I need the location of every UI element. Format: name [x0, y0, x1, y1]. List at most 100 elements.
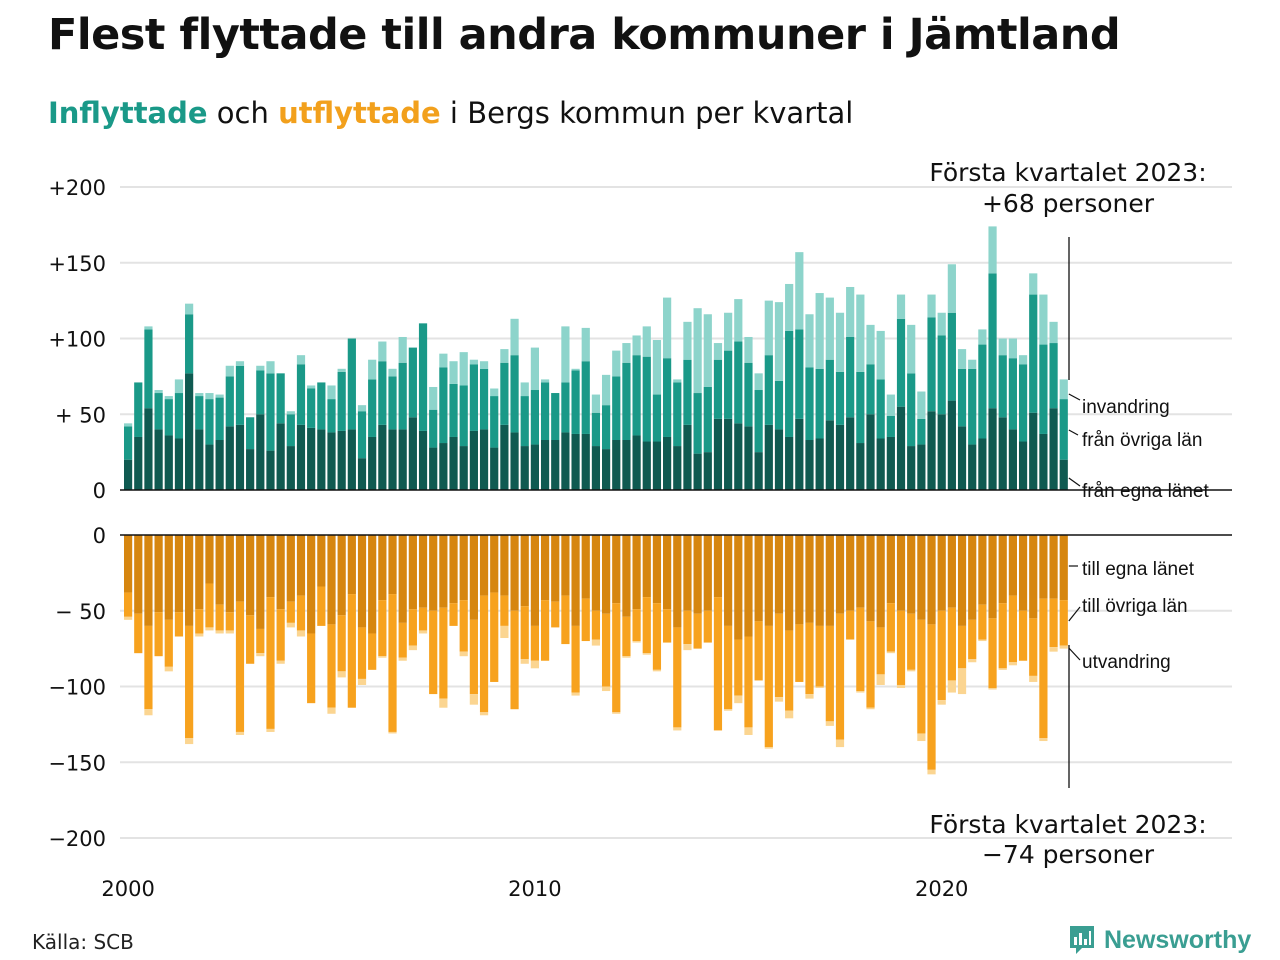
- bar-out-other: [896, 610, 906, 685]
- bar-in-other: [866, 364, 875, 415]
- bar-in-own: [307, 427, 316, 490]
- bar-in-other: [429, 409, 438, 448]
- bar-in-immigration: [663, 297, 672, 359]
- bar-in-own: [754, 452, 763, 490]
- bar-out-own: [164, 535, 173, 620]
- bar-out-own: [896, 535, 906, 611]
- bar-out-emigration: [164, 666, 173, 672]
- bar-in-other: [988, 273, 997, 409]
- bar-in-other: [795, 329, 804, 419]
- bar-in-immigration: [540, 379, 550, 383]
- bar-in-immigration: [164, 396, 173, 400]
- bar-in-own: [927, 411, 936, 490]
- bottom-annotation: Första kvartalet 2023: −74 personer: [929, 810, 1206, 869]
- bar-in-own: [571, 433, 580, 490]
- bar-in-immigration: [500, 349, 509, 363]
- bar-out-other: [164, 619, 173, 667]
- bar-in-other: [998, 355, 1007, 418]
- bar-out-emigration: [683, 644, 692, 651]
- bar-in-other: [479, 368, 489, 430]
- bar-out-own: [490, 535, 499, 593]
- bar-out-own: [907, 535, 916, 614]
- bar-out-other: [642, 597, 651, 654]
- bar-in-other: [937, 335, 946, 415]
- label-till-ovriga-lan: till övriga län: [1082, 596, 1188, 617]
- bar-in-own: [876, 438, 885, 490]
- bar-out-own: [815, 535, 824, 626]
- bar-in-other: [856, 371, 865, 444]
- bar-in-own: [490, 447, 499, 490]
- bar-out-emigration: [337, 671, 346, 678]
- bar-in-own: [703, 452, 712, 490]
- bar-out-own: [795, 535, 804, 625]
- bar-out-own: [693, 535, 702, 614]
- bar-out-emigration: [215, 630, 224, 634]
- bar-in-immigration: [388, 368, 397, 377]
- bar-out-other: [673, 627, 682, 728]
- bar-in-other: [286, 414, 295, 447]
- bar-in-other: [744, 362, 753, 427]
- bar-out-other: [418, 607, 428, 631]
- bar-out-other: [591, 610, 601, 640]
- bar-out-own: [408, 535, 417, 610]
- bar-in-immigration: [795, 252, 804, 330]
- bar-in-other: [663, 358, 672, 437]
- bar-out-other: [378, 600, 387, 657]
- bar-in-own: [215, 440, 224, 490]
- bar-out-emigration: [124, 616, 133, 620]
- bar-in-other: [622, 362, 631, 441]
- bar-in-own: [896, 406, 906, 490]
- bar-in-other: [327, 399, 336, 433]
- bar-out-other: [713, 597, 723, 731]
- bar-out-other: [724, 625, 733, 710]
- bar-out-other: [1049, 598, 1058, 648]
- bar-in-immigration: [703, 314, 712, 387]
- bar-in-other: [469, 364, 478, 431]
- bar-out-own: [876, 535, 885, 628]
- bar-out-other: [439, 607, 448, 699]
- bar-out-other: [449, 603, 458, 626]
- bar-out-other: [1018, 610, 1028, 661]
- bar-in-other: [490, 396, 499, 448]
- bar-out-own: [632, 535, 641, 610]
- y-tick-top: + 50: [55, 403, 106, 427]
- bar-out-emigration: [744, 727, 753, 735]
- bar-in-own: [957, 426, 967, 490]
- bar-out-own: [1049, 535, 1058, 599]
- bar-out-own: [124, 535, 133, 593]
- bar-in-immigration: [429, 386, 438, 410]
- bar-out-own: [663, 535, 672, 610]
- bar-out-emigration: [947, 680, 956, 693]
- bar-out-own: [317, 535, 326, 587]
- label-leader: [1068, 393, 1081, 401]
- bar-out-other: [235, 601, 245, 732]
- bar-in-own: [510, 432, 519, 490]
- bar-in-own: [449, 436, 458, 490]
- bar-in-immigration: [998, 338, 1007, 356]
- bar-in-other: [601, 405, 611, 450]
- bar-out-emigration: [642, 653, 651, 655]
- bar-in-other: [785, 330, 794, 437]
- bar-in-other: [927, 317, 936, 412]
- bar-out-emigration: [785, 710, 794, 719]
- bar-out-own: [1008, 535, 1017, 596]
- bar-in-other: [724, 350, 733, 419]
- bar-in-other: [1018, 364, 1028, 442]
- bar-in-own: [357, 458, 367, 490]
- bar-out-emigration: [1059, 645, 1068, 649]
- bar-out-other: [764, 625, 773, 748]
- bar-in-own: [693, 453, 702, 490]
- bar-in-own: [998, 417, 1007, 490]
- bar-out-own: [1059, 535, 1068, 601]
- y-tick-bottom: −200: [48, 827, 106, 851]
- bar-in-other: [571, 370, 580, 434]
- bar-in-own: [296, 424, 306, 490]
- newsworthy-logo: Newsworthy: [1068, 924, 1251, 956]
- bar-out-other: [327, 624, 336, 708]
- bar-in-other: [907, 373, 916, 447]
- bar-in-other: [530, 390, 539, 445]
- bar-in-other: [347, 338, 356, 430]
- bar-in-immigration: [917, 391, 926, 419]
- bar-in-immigration: [683, 321, 692, 360]
- bar-in-immigration: [988, 226, 997, 274]
